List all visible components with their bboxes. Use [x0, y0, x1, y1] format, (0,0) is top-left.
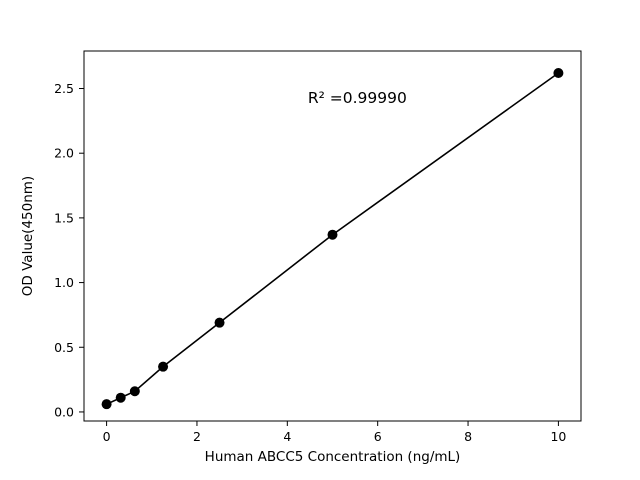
data-point-marker: [553, 67, 564, 78]
data-point-marker: [327, 229, 338, 240]
x-axis-tick-label: 0: [103, 429, 111, 444]
y-axis-tick-label: 2.0: [54, 146, 74, 161]
y-axis-tick-label: 1.0: [54, 275, 74, 290]
y-axis-tick-label: 0.5: [54, 340, 74, 355]
x-axis-label: Human ABCC5 Concentration (ng/mL): [205, 449, 461, 465]
data-point-marker: [101, 399, 112, 410]
y-axis-tick-label: 1.5: [54, 210, 74, 225]
data-point-marker: [158, 361, 169, 372]
plot-frame: [83, 50, 582, 422]
y-axis-label: OD Value(450nm): [20, 176, 36, 296]
data-point-marker: [214, 317, 225, 328]
data-point-marker: [129, 386, 140, 397]
r-squared-annotation: R² =0.99990: [308, 89, 407, 107]
x-axis-tick-label: 10: [550, 429, 566, 444]
x-axis-tick-label: 4: [283, 429, 291, 444]
y-axis-tick-label: 2.5: [54, 81, 74, 96]
x-axis-tick-label: 2: [193, 429, 201, 444]
x-axis-tick-label: 8: [464, 429, 472, 444]
data-point-marker: [115, 392, 126, 403]
y-axis-tick-label: 0.0: [54, 404, 74, 419]
x-axis-tick-label: 6: [374, 429, 382, 444]
